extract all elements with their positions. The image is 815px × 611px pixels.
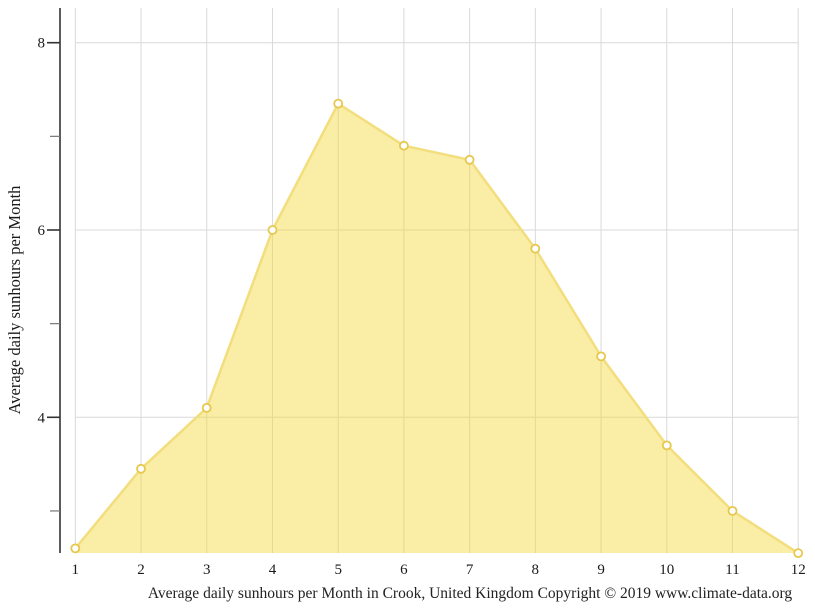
- x-tick-label: 10: [659, 562, 674, 578]
- data-point-marker: [70, 543, 81, 554]
- data-point-marker: [398, 140, 409, 151]
- x-tick-label: 3: [203, 562, 211, 578]
- axis-layer: [47, 8, 61, 553]
- x-tick-label: 11: [725, 562, 739, 578]
- x-tick-label: 5: [334, 562, 342, 578]
- y-tick-label: 6: [38, 223, 46, 239]
- series-layer: [70, 98, 804, 558]
- chart-caption: Average daily sunhours per Month in Croo…: [148, 585, 793, 602]
- x-tick-label: 4: [269, 562, 277, 578]
- y-tick-label: 8: [38, 36, 46, 52]
- x-tick-label: 6: [400, 562, 408, 578]
- x-tick-label: 9: [597, 562, 605, 578]
- x-tick-label: 12: [791, 562, 806, 578]
- x-tick-label: 2: [137, 562, 145, 578]
- x-tick-label: 8: [532, 562, 540, 578]
- y-tick-label: 4: [38, 410, 46, 426]
- x-tick-label: 7: [466, 562, 474, 578]
- grid-layer: [74, 8, 799, 553]
- data-point-marker: [596, 351, 606, 362]
- area-fill: [75, 103, 799, 554]
- data-point-marker: [267, 225, 278, 235]
- area-line: [74, 102, 800, 555]
- data-point-marker: [201, 402, 212, 413]
- data-point-marker: [333, 98, 344, 109]
- y-axis-title: Average daily sunhours per Month: [5, 185, 24, 415]
- data-point-marker: [136, 463, 146, 474]
- labels-layer: Average daily sunhours per Month Average…: [5, 36, 806, 602]
- data-point-marker: [530, 243, 541, 254]
- x-tick-label: 1: [72, 562, 80, 578]
- data-point-marker: [661, 440, 672, 451]
- data-point-marker: [727, 505, 738, 516]
- data-point-marker: [464, 154, 475, 165]
- data-point-marker: [793, 548, 804, 558]
